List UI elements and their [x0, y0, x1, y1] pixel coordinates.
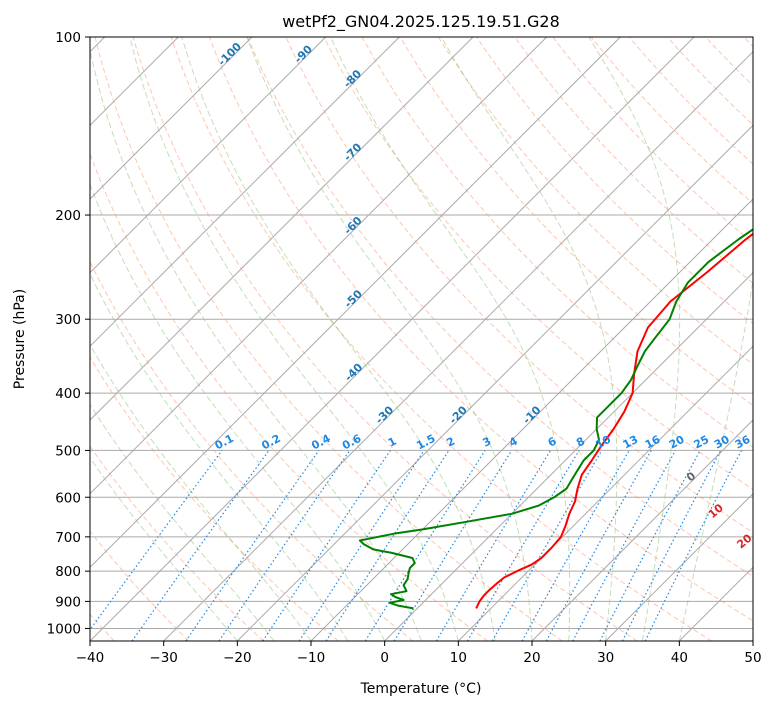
isotherm-line — [90, 37, 327, 274]
y-tick-label: 100 — [55, 30, 81, 46]
mixing-ratio-line — [572, 450, 677, 641]
dry-adiabat-line — [552, 37, 753, 244]
dry-adiabat-line — [437, 37, 753, 365]
moist-adiabat-line — [90, 457, 238, 641]
mixing-ratio-line — [364, 450, 486, 641]
mixing-ratio-label: 30 — [712, 433, 732, 452]
dry-adiabat-line — [285, 37, 753, 534]
moist-adiabat-line — [588, 37, 681, 641]
isotherm-line — [236, 124, 753, 641]
mixing-ratio-line — [545, 450, 652, 641]
moist-adiabat-line — [90, 183, 386, 641]
dry-adiabat-line — [590, 37, 753, 205]
isotherm-line — [310, 198, 753, 641]
sounding-profiles — [358, 228, 753, 610]
mixing-ratio-line — [131, 450, 270, 641]
x-tick-label: 50 — [744, 650, 761, 666]
dry-adiabat-line — [132, 37, 638, 641]
mixing-ratio-line — [218, 450, 351, 641]
mixing-ratio-line — [435, 450, 552, 641]
mixing-ratio-line — [325, 450, 450, 641]
x-tick-label: 30 — [597, 650, 614, 666]
isotherm-line — [90, 37, 548, 495]
moist-adiabat-line — [129, 37, 459, 641]
moist-adiabat-line — [678, 37, 753, 641]
isotherm-line — [90, 37, 695, 641]
y-tick-label: 1000 — [47, 621, 81, 637]
y-tick-label: 200 — [55, 208, 81, 224]
dry-adiabat-line — [90, 260, 414, 641]
moist-adiabat-line — [246, 37, 533, 641]
plot-area: 0.1 0.2 0.4 0.6 1 1.5 2 3 4 6 8 10 13 16 20 25 30 36-100-… — [90, 37, 754, 641]
mixing-ratio-line — [491, 450, 603, 641]
dry-adiabat-line — [90, 530, 190, 641]
moist-adiabat-line — [90, 272, 349, 641]
dry-adiabat-line — [247, 37, 753, 577]
y-axis-label: Pressure (hPa) — [12, 289, 28, 389]
x-axis: −40 −30 −20 −10 0 10 20 30 40 50 — [76, 641, 762, 666]
y-tick-label: 600 — [55, 490, 81, 506]
isotherm-line — [384, 271, 753, 641]
x-tick-label: 10 — [450, 650, 467, 666]
mixing-ratio-label: 10 — [593, 433, 613, 452]
chart-title: wetPf2_GN04.2025.125.19.51.G28 — [282, 12, 560, 32]
dry-adiabat-line — [209, 37, 753, 622]
x-tick-label: −40 — [76, 650, 105, 666]
isotherm-line — [605, 492, 753, 641]
mixing-ratio-line — [521, 450, 630, 641]
mixing-ratio-label: 25 — [692, 433, 712, 452]
mixing-ratio-label: 20 — [667, 433, 687, 452]
dry-adiabat-line — [94, 37, 563, 641]
dry-adiabat-line — [323, 37, 753, 491]
y-tick-label: 800 — [55, 564, 81, 580]
moist-adiabat-line — [440, 37, 618, 641]
x-tick-label: 20 — [523, 650, 540, 666]
y-tick-label: 900 — [55, 594, 81, 610]
mixing-ratio-label: 16 — [643, 433, 663, 452]
isotherm-line — [90, 37, 474, 421]
isotherm-line — [90, 37, 621, 569]
x-tick-label: 40 — [671, 650, 688, 666]
dry-adiabat-line — [399, 37, 753, 407]
dewpoint-profile — [358, 228, 753, 610]
isotherm-line — [90, 37, 253, 200]
x-axis-label: Temperature (°C) — [360, 681, 482, 697]
y-tick-label: 500 — [55, 443, 81, 459]
isotherm-lines — [90, 37, 753, 641]
isotherm-line — [531, 419, 753, 641]
mixing-ratio-line — [90, 450, 223, 631]
x-tick-label: −10 — [297, 650, 326, 666]
temperature-profile — [475, 232, 753, 609]
y-tick-label: 700 — [55, 530, 81, 546]
y-tick-label: 400 — [55, 386, 81, 402]
mixing-ratio-line — [466, 450, 580, 641]
x-tick-label: −20 — [223, 650, 252, 666]
dry-adiabat-line — [170, 37, 712, 641]
dry-adiabat-line — [476, 37, 753, 325]
y-axis: 100 200 300 400 500 600 700 800 900 1000 — [47, 30, 90, 637]
dry-adiabat-label: 20 — [734, 531, 754, 551]
x-tick-label: 0 — [380, 650, 389, 666]
y-tick-label: 300 — [55, 312, 81, 328]
isotherm-line — [90, 37, 400, 348]
isotherm-line — [163, 50, 753, 641]
moist-adiabat-line — [90, 403, 275, 641]
dry-adiabat-line — [90, 356, 339, 641]
moist-adiabat-line — [330, 37, 571, 641]
moist-adiabat-line — [90, 343, 312, 641]
x-tick-label: −30 — [149, 650, 178, 666]
dry-adiabat-line — [90, 152, 488, 641]
mixing-ratio-label: 13 — [621, 433, 641, 452]
mixing-ratio-label: 36 — [733, 433, 753, 452]
plot-frame — [89, 36, 754, 642]
